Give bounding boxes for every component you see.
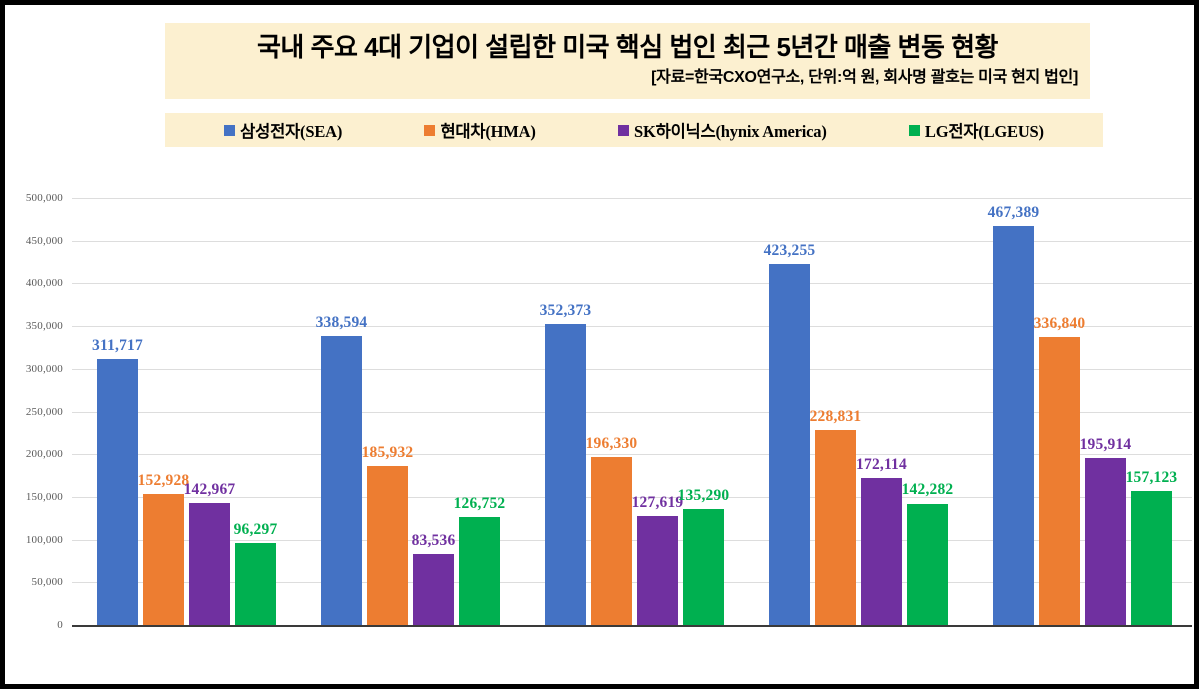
- y-axis-tick-label: 0: [57, 619, 63, 631]
- bar-value-label: 127,619: [631, 494, 684, 511]
- bar[interactable]: [907, 503, 948, 625]
- gridline: [72, 539, 1192, 541]
- gridline: [72, 582, 1192, 584]
- legend-item[interactable]: LG전자(LGEUS): [908, 118, 1044, 142]
- gridline: [72, 496, 1192, 498]
- bar-value-label: 311,717: [92, 336, 143, 354]
- y-axis-tick-label: 450,000: [25, 234, 63, 247]
- legend-swatch-icon: [224, 124, 236, 136]
- gridline: [72, 326, 1192, 328]
- bar-value-label: 126,752: [453, 494, 506, 512]
- legend-item[interactable]: SK하이닉스(hynix America): [617, 118, 827, 142]
- bar[interactable]: [459, 516, 500, 625]
- bar-value-label: 352,373: [539, 302, 592, 320]
- chart-subtitle: [자료=한국CXO연구소, 단위:억 원, 회사명 괄호는 미국 현지 법인]: [651, 69, 1078, 86]
- legend-swatch-icon: [424, 124, 436, 136]
- legend-item-label: SK하이닉스(hynix America): [633, 122, 827, 141]
- legend-item-label: LG전자(LGEUS): [924, 122, 1044, 141]
- bar-value-label: 152,928: [137, 472, 190, 490]
- page-title: 국내 주요 4대 기업이 설립한 미국 핵심 법인 최근 5년간 매출 변동 현…: [257, 32, 998, 62]
- legend-item-label: 현대차(HMA): [440, 122, 536, 141]
- plot-area: 0 50,000 100,000 150,000 200,000 250,000 300,0…: [26, 192, 1192, 631]
- legend-item[interactable]: 현대차(HMA): [424, 118, 536, 142]
- bar[interactable]: [591, 457, 632, 625]
- y-axis-tick-label: 350,000: [25, 320, 63, 333]
- bar-value-label: 96,297: [233, 520, 278, 538]
- y-axis-tick-label: 400,000: [25, 277, 63, 290]
- x-axis-line: [72, 625, 1192, 627]
- chart-legend: 삼성전자(SEA) 현대차(HMA) SK하이닉스(hynix America) LG…: [165, 113, 1103, 147]
- bar-value-label: 185,932: [361, 444, 414, 462]
- bar-value-label: 157,123: [1125, 468, 1178, 486]
- gridline: [72, 454, 1192, 456]
- bar[interactable]: [97, 358, 138, 625]
- bar-value-label: 135,290: [677, 487, 730, 505]
- bar[interactable]: [769, 263, 810, 625]
- bar[interactable]: [367, 466, 408, 625]
- gridline: [72, 240, 1192, 242]
- bar[interactable]: [1085, 457, 1126, 625]
- title-block: 국내 주요 4대 기업이 설립한 미국 핵심 법인 최근 5년간 매출 변동 현…: [165, 23, 1090, 99]
- bar[interactable]: [235, 542, 276, 625]
- y-axis-tick-label: 100,000: [25, 533, 63, 546]
- gridline: [72, 198, 1192, 199]
- bar-value-label: 196,330: [585, 435, 638, 453]
- y-axis-tick-label: 200,000: [25, 448, 63, 461]
- legend-item-label: 삼성전자(SEA): [240, 122, 343, 141]
- bar-value-label: 142,282: [901, 481, 954, 499]
- y-axis-tick-label: 50,000: [31, 576, 63, 589]
- y-axis-tick-label: 250,000: [25, 405, 63, 418]
- bar[interactable]: [321, 335, 362, 625]
- gridline: [72, 368, 1192, 370]
- bar-value-label: 142,967: [183, 480, 236, 498]
- gridline: [72, 411, 1192, 413]
- bar[interactable]: [1039, 337, 1080, 625]
- bar-value-label: 467,389: [987, 203, 1040, 221]
- bar-value-label: 228,831: [809, 407, 862, 425]
- bar-value-label: 172,114: [856, 456, 907, 473]
- y-axis-tick-label: 500,000: [25, 192, 63, 204]
- bar[interactable]: [1131, 490, 1172, 625]
- gridline: [72, 283, 1192, 285]
- bar-value-label: 195,914: [1079, 435, 1132, 453]
- bar-value-label: 336,840: [1033, 315, 1086, 333]
- bar[interactable]: [861, 478, 902, 625]
- bar-value-label: 83,536: [411, 531, 456, 549]
- bar[interactable]: [545, 324, 586, 625]
- bar[interactable]: [637, 516, 678, 625]
- bar[interactable]: [815, 429, 856, 625]
- bar[interactable]: [413, 553, 454, 625]
- legend-swatch-icon: [617, 124, 629, 136]
- bar-value-label: 423,255: [763, 241, 816, 259]
- legend-item[interactable]: 삼성전자(SEA): [224, 118, 342, 142]
- y-axis-tick-label: 300,000: [25, 362, 63, 375]
- bar[interactable]: [189, 502, 230, 625]
- bar[interactable]: [683, 509, 724, 625]
- y-axis-tick-label: 150,000: [25, 490, 63, 503]
- bar[interactable]: [993, 225, 1034, 625]
- bar-value-label: 338,594: [315, 313, 368, 331]
- bar[interactable]: [143, 494, 184, 625]
- legend-swatch-icon: [908, 124, 920, 136]
